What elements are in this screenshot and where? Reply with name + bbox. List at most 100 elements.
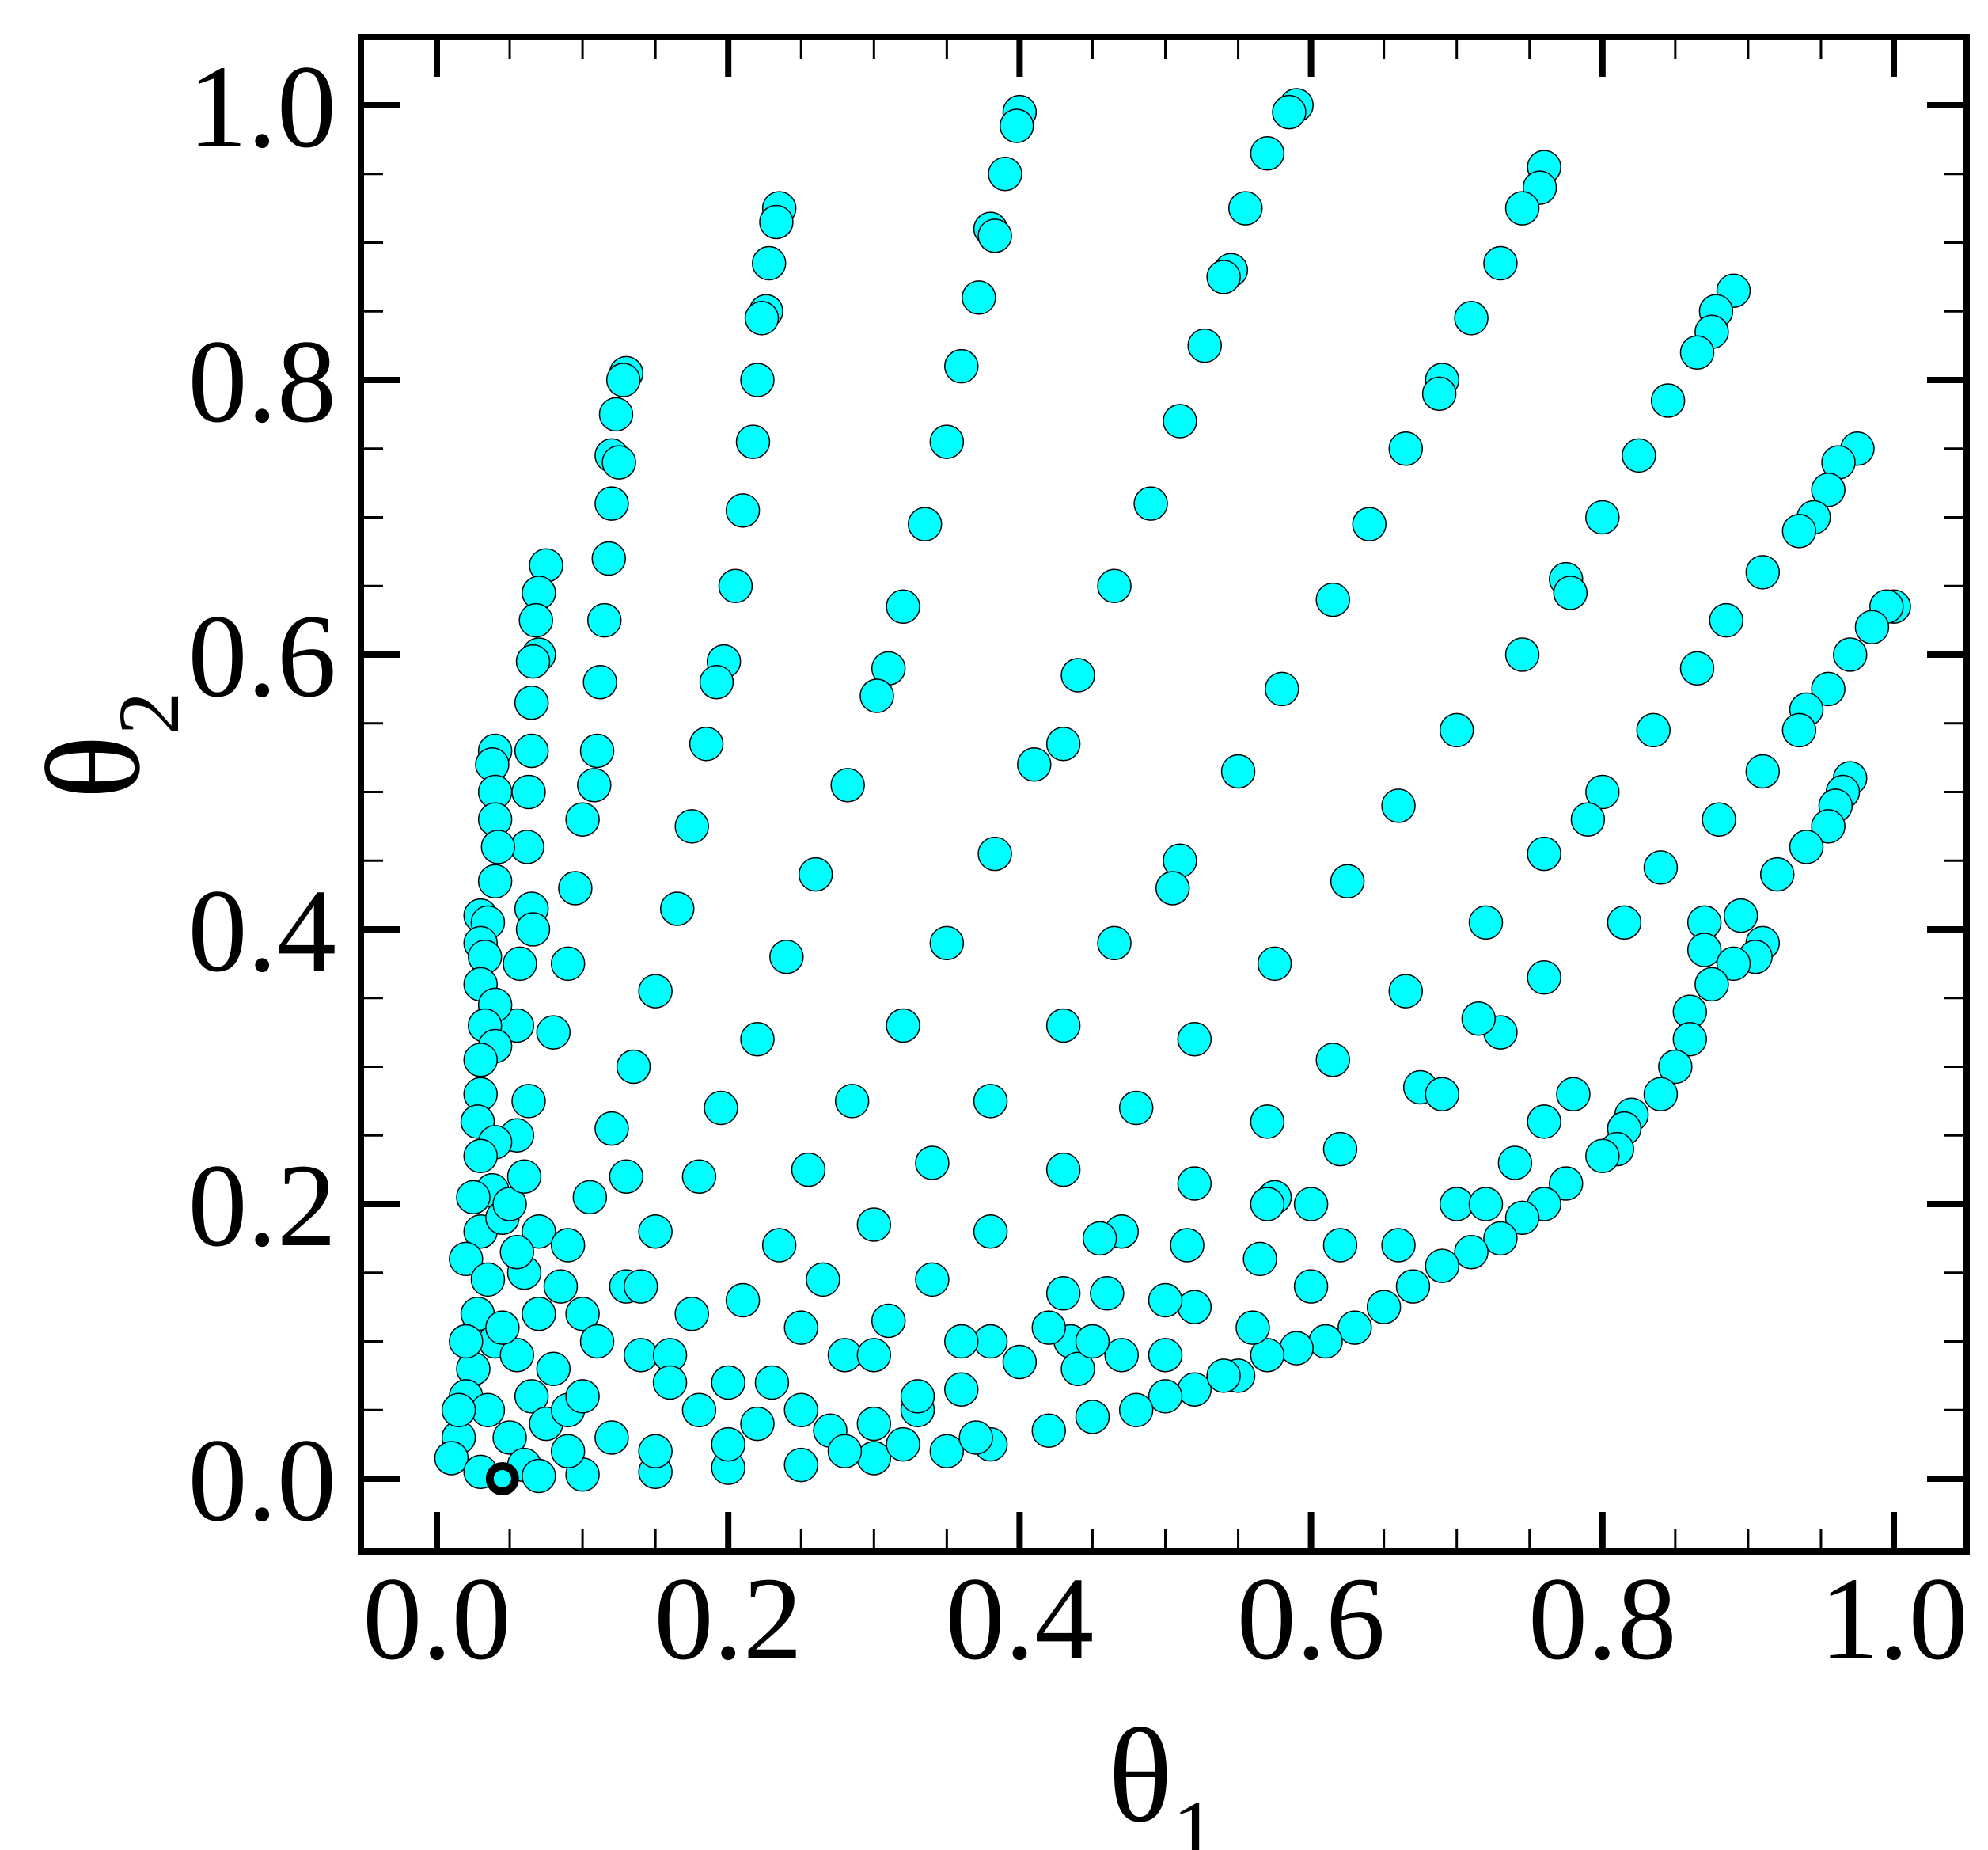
data-point bbox=[1177, 1166, 1212, 1201]
data-point bbox=[1622, 438, 1656, 473]
data-point bbox=[1723, 898, 1758, 933]
data-point bbox=[499, 1338, 535, 1373]
data-point bbox=[1293, 1187, 1329, 1221]
data-point bbox=[1672, 1022, 1708, 1057]
x-tick-label: 0.8 bbox=[1528, 1553, 1677, 1685]
data-point bbox=[456, 1180, 491, 1215]
data-point bbox=[1395, 1269, 1431, 1304]
data-point bbox=[1045, 1152, 1081, 1187]
data-point bbox=[1694, 967, 1729, 1002]
data-point bbox=[827, 1434, 863, 1469]
data-point bbox=[1352, 507, 1387, 541]
data-point bbox=[962, 280, 996, 315]
data-point bbox=[681, 1392, 717, 1427]
data-point bbox=[1553, 576, 1588, 610]
data-point bbox=[834, 1084, 870, 1119]
data-point bbox=[1187, 328, 1222, 363]
data-point bbox=[1366, 1290, 1402, 1324]
data-point bbox=[827, 1338, 863, 1373]
data-point bbox=[1148, 1338, 1183, 1373]
data-point bbox=[754, 1365, 790, 1400]
data-points bbox=[434, 88, 1911, 1495]
data-point bbox=[798, 857, 833, 892]
data-point bbox=[616, 1049, 651, 1085]
y-axis-label: θ2 bbox=[19, 692, 197, 800]
axis-ticks bbox=[361, 37, 1967, 1552]
data-point bbox=[1279, 1331, 1314, 1366]
data-point bbox=[536, 1015, 571, 1050]
data-point bbox=[1556, 1077, 1591, 1111]
data-point bbox=[1315, 1043, 1350, 1077]
data-point bbox=[1337, 1310, 1372, 1345]
data-point bbox=[1425, 1077, 1460, 1111]
data-point bbox=[1097, 568, 1132, 603]
data-point bbox=[591, 541, 626, 576]
data-point bbox=[586, 602, 622, 638]
data-point bbox=[463, 1138, 498, 1174]
data-point bbox=[944, 348, 979, 384]
data-point bbox=[514, 733, 549, 769]
data-point bbox=[1759, 857, 1795, 892]
y-tick-label: 0.4 bbox=[188, 865, 337, 997]
data-point bbox=[907, 507, 943, 541]
data-point bbox=[1257, 946, 1292, 982]
data-point bbox=[856, 1406, 892, 1442]
data-point bbox=[681, 1159, 717, 1195]
data-point bbox=[1177, 1372, 1212, 1407]
data-point bbox=[638, 1434, 673, 1469]
data-point bbox=[638, 974, 673, 1009]
data-point bbox=[674, 1297, 709, 1331]
data-point bbox=[434, 1441, 469, 1476]
y-tick-label: 0.0 bbox=[188, 1415, 337, 1546]
data-point bbox=[536, 1351, 571, 1386]
y-tick-label: 0.2 bbox=[188, 1140, 337, 1271]
x-tick-label: 1.0 bbox=[1819, 1553, 1968, 1685]
data-point bbox=[1421, 376, 1457, 412]
data-point bbox=[514, 1379, 549, 1414]
data-point bbox=[503, 946, 537, 982]
data-point bbox=[1549, 1166, 1584, 1201]
data-point bbox=[638, 1214, 673, 1249]
x-tick-label: 0.2 bbox=[654, 1553, 802, 1685]
data-point bbox=[704, 1090, 738, 1126]
data-point bbox=[470, 1392, 506, 1427]
data-point bbox=[1709, 602, 1744, 638]
data-point bbox=[718, 568, 753, 603]
data-point bbox=[699, 664, 734, 700]
data-point bbox=[550, 1434, 586, 1469]
data-point bbox=[1439, 712, 1474, 748]
data-point bbox=[973, 1214, 1008, 1249]
data-point bbox=[1388, 431, 1424, 466]
y-tick-label: 0.6 bbox=[188, 591, 337, 722]
data-point bbox=[477, 864, 513, 899]
data-point bbox=[1811, 473, 1846, 507]
data-point bbox=[783, 1310, 818, 1345]
data-point bbox=[944, 1324, 979, 1359]
data-point bbox=[1854, 610, 1890, 645]
data-point bbox=[1235, 1310, 1270, 1345]
data-point bbox=[751, 245, 787, 281]
plot-frame bbox=[358, 34, 1970, 1555]
x-axis-label: θ1 bbox=[1108, 1701, 1216, 1850]
data-point bbox=[652, 1365, 688, 1400]
data-point bbox=[1228, 191, 1263, 226]
data-point bbox=[1250, 1187, 1285, 1221]
data-point bbox=[1060, 658, 1095, 693]
data-point bbox=[601, 445, 636, 480]
data-point bbox=[1170, 1228, 1205, 1263]
data-point bbox=[463, 1043, 498, 1077]
data-point bbox=[735, 424, 771, 459]
data-point bbox=[1060, 1351, 1095, 1386]
data-point bbox=[929, 1434, 965, 1469]
data-point bbox=[1242, 1241, 1277, 1277]
data-point bbox=[565, 1297, 600, 1331]
data-point bbox=[522, 1297, 556, 1331]
data-point bbox=[1045, 727, 1081, 762]
data-point bbox=[1090, 1276, 1125, 1311]
data-point bbox=[480, 830, 516, 864]
data-point bbox=[1585, 774, 1620, 810]
data-point bbox=[744, 301, 780, 336]
data-point bbox=[1781, 514, 1817, 549]
y-tick-label: 1.0 bbox=[188, 41, 337, 173]
